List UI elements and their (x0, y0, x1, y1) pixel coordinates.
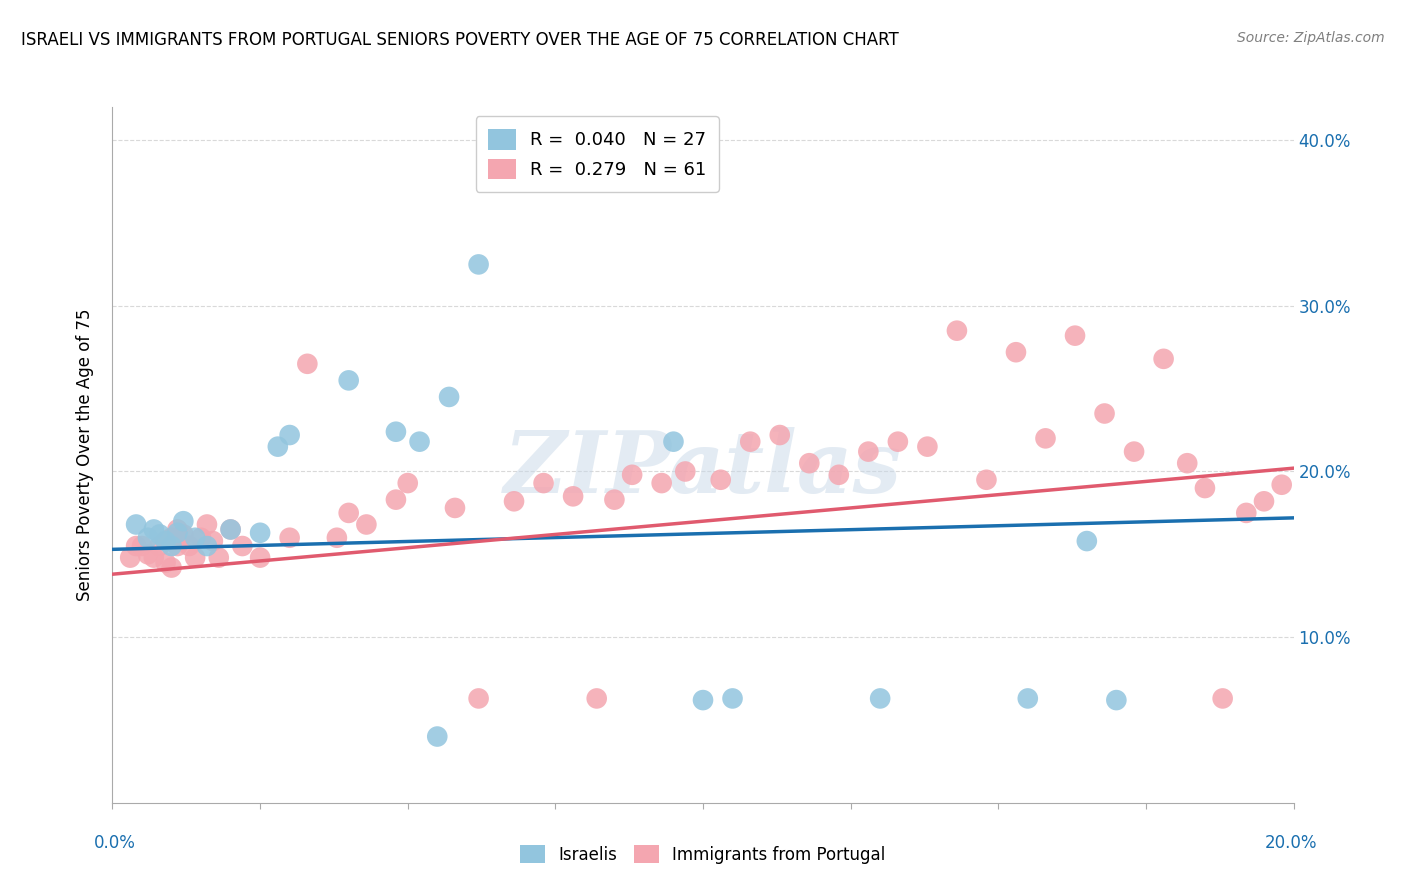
Point (297, 357, 319, 371)
Point (219, 523, 242, 537)
Point (201, 534, 224, 549)
Point (1212, 691, 1234, 706)
Point (385, 425, 408, 439)
Point (533, 476, 555, 491)
Point (769, 428, 792, 442)
Point (326, 531, 349, 545)
Point (136, 531, 159, 545)
Legend: Israelis, Immigrants from Portugal: Israelis, Immigrants from Portugal (513, 838, 893, 871)
Point (249, 525, 271, 540)
Point (1153, 351, 1175, 366)
Point (184, 531, 207, 545)
Point (740, 434, 762, 449)
Point (155, 556, 177, 570)
Point (467, 691, 489, 706)
Point (976, 473, 998, 487)
Point (219, 523, 242, 537)
Point (1271, 477, 1294, 491)
Point (396, 476, 419, 491)
Point (917, 440, 939, 454)
Point (1035, 431, 1057, 445)
Point (562, 489, 585, 503)
Point (267, 440, 290, 454)
Point (1253, 494, 1275, 508)
Point (1105, 693, 1128, 707)
Point (120, 550, 142, 565)
Point (444, 500, 467, 515)
Point (179, 539, 201, 553)
Point (125, 539, 148, 553)
Text: 0.0%: 0.0% (94, 834, 136, 852)
Point (1175, 456, 1198, 470)
Point (710, 473, 733, 487)
Point (437, 390, 460, 404)
Point (692, 693, 714, 707)
Point (160, 539, 183, 553)
Y-axis label: Seniors Poverty Over the Age of 75: Seniors Poverty Over the Age of 75 (76, 309, 94, 601)
Point (149, 527, 172, 541)
Point (149, 539, 172, 553)
Point (673, 465, 696, 479)
Point (385, 492, 408, 507)
Point (125, 517, 148, 532)
Point (195, 539, 218, 553)
Point (887, 434, 910, 449)
Text: ISRAELI VS IMMIGRANTS FROM PORTUGAL SENIORS POVERTY OVER THE AGE OF 75 CORRELATI: ISRAELI VS IMMIGRANTS FROM PORTUGAL SENI… (21, 31, 898, 49)
Point (195, 517, 218, 532)
Point (946, 324, 969, 338)
Point (166, 539, 188, 553)
Point (136, 547, 159, 561)
Point (869, 691, 891, 706)
Point (1194, 481, 1216, 495)
Point (1123, 444, 1146, 458)
Point (621, 467, 644, 482)
Point (278, 531, 301, 545)
Point (160, 531, 183, 545)
Point (166, 525, 188, 540)
Point (662, 434, 685, 449)
Point (603, 492, 626, 507)
Point (166, 523, 188, 537)
Text: 20.0%: 20.0% (1264, 834, 1317, 852)
Point (721, 691, 744, 706)
Point (1005, 345, 1028, 359)
Text: Source: ZipAtlas.com: Source: ZipAtlas.com (1237, 31, 1385, 45)
Point (858, 444, 880, 458)
Point (467, 257, 489, 271)
Point (155, 534, 177, 549)
Point (356, 517, 378, 532)
Point (1076, 534, 1098, 549)
Point (249, 550, 271, 565)
Point (585, 691, 607, 706)
Point (337, 373, 360, 387)
Point (131, 539, 153, 553)
Point (1064, 328, 1087, 343)
Point (160, 560, 183, 574)
Point (503, 494, 526, 508)
Legend: R =  0.040   N = 27, R =  0.279   N = 61: R = 0.040 N = 27, R = 0.279 N = 61 (475, 116, 718, 192)
Point (408, 434, 430, 449)
Point (1017, 691, 1039, 706)
Point (190, 531, 212, 545)
Point (208, 550, 231, 565)
Text: ZIPatlas: ZIPatlas (503, 427, 903, 510)
Point (1094, 407, 1116, 421)
Point (651, 476, 673, 491)
Point (184, 550, 207, 565)
Point (828, 467, 851, 482)
Point (155, 534, 177, 549)
Point (278, 428, 301, 442)
Point (337, 506, 360, 520)
Point (172, 527, 194, 541)
Point (799, 456, 821, 470)
Point (172, 514, 194, 528)
Point (231, 539, 253, 553)
Point (1234, 506, 1257, 520)
Point (426, 730, 449, 744)
Point (142, 523, 165, 537)
Point (142, 550, 165, 565)
